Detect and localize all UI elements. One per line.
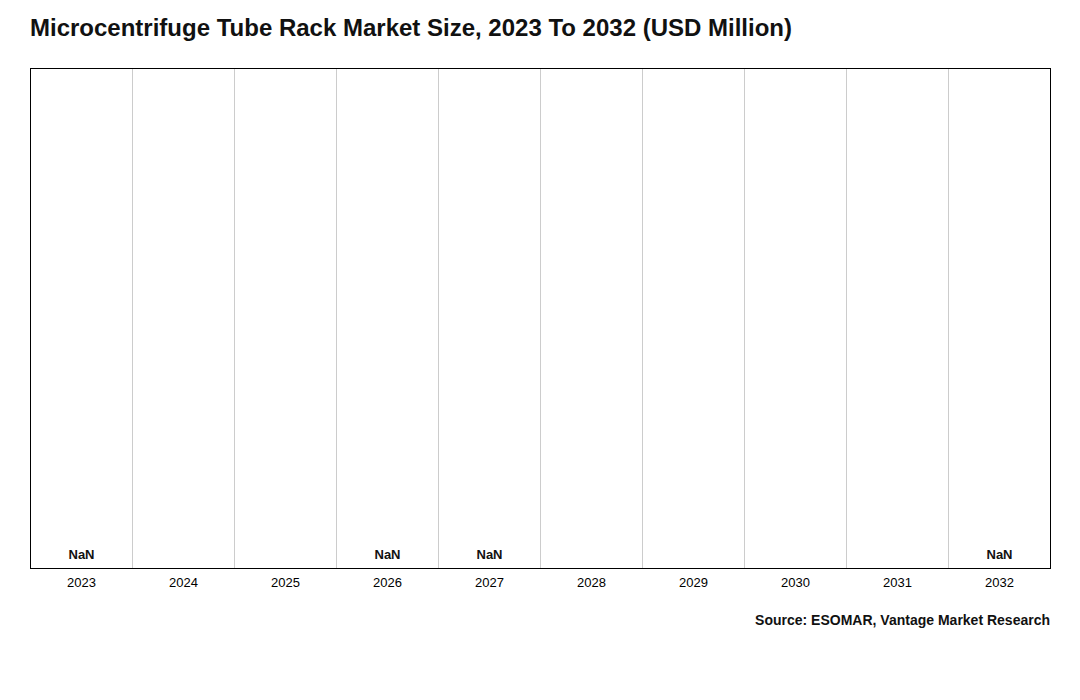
svg-text:NaN: NaN [476, 547, 502, 562]
svg-text:2028: 2028 [577, 575, 606, 590]
svg-text:NaN: NaN [374, 547, 400, 562]
svg-text:NaN: NaN [68, 547, 94, 562]
svg-text:2027: 2027 [475, 575, 504, 590]
html-text:Microcentrifuge Tube Rack Mark: Microcentrifuge Tube Rack Market Size, 2… [30, 14, 792, 41]
svg-text:2024: 2024 [169, 575, 198, 590]
svg-text:2025: 2025 [271, 575, 300, 590]
svg-text:NaN: NaN [986, 547, 1012, 562]
svg-text:2032: 2032 [985, 575, 1014, 590]
svg-text:2023: 2023 [67, 575, 96, 590]
svg-text:2031: 2031 [883, 575, 912, 590]
html-text:Source: ESOMAR, Vantage Market: Source: ESOMAR, Vantage Market Research [755, 612, 1050, 628]
svg-text:2030: 2030 [781, 575, 810, 590]
svg-text:2026: 2026 [373, 575, 402, 590]
svg-text:2029: 2029 [679, 575, 708, 590]
